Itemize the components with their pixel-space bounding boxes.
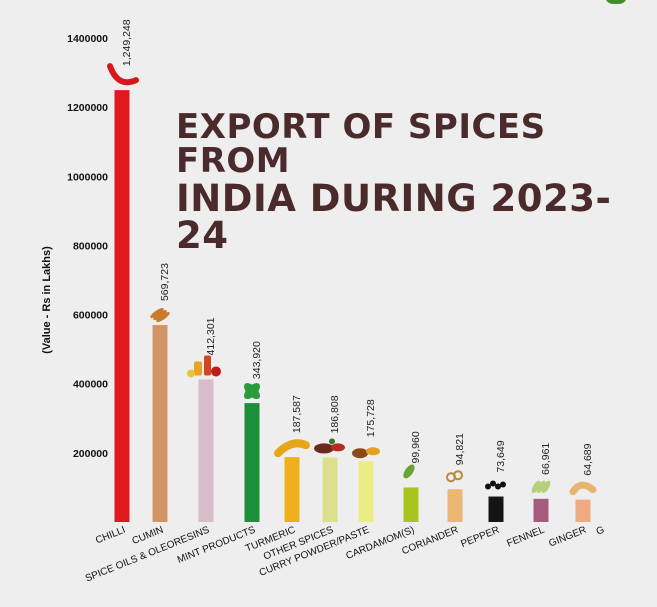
y-tick-label: 800000 [73, 240, 108, 252]
fennel-icon [531, 480, 551, 494]
value-label: 1,249,248 [121, 19, 133, 66]
category-label: GINGER [547, 525, 588, 550]
value-label: 66,961 [540, 443, 552, 475]
bar [284, 457, 300, 522]
value-labels: 1,249,248 569,723 412,301 343,920 187,587 186… [121, 19, 594, 475]
other-spices-icon [314, 438, 345, 454]
value-label: 175,728 [365, 399, 377, 437]
spice-oils-icon [187, 355, 221, 378]
bar [244, 403, 260, 522]
chart-title-line-1: EXPORT OF SPICES FROM [176, 107, 546, 181]
cumin-seed [153, 310, 167, 321]
value-label: 343,920 [251, 341, 263, 379]
curry-powder-icon [352, 447, 380, 459]
turmeric-root [274, 439, 310, 458]
mint-icon [244, 383, 260, 400]
y-tick-label: 1400000 [67, 33, 108, 45]
mint-leaf [244, 383, 260, 400]
chart-title: EXPORT OF SPICES FROM INDIA DURING 2023-… [176, 110, 657, 254]
category-label: PEPPER [459, 525, 501, 550]
bar [533, 498, 549, 522]
pepper-corn [490, 480, 496, 487]
value-label: 412,301 [205, 317, 217, 355]
y-tick-label: 400000 [73, 379, 108, 391]
value-label: 187,587 [291, 395, 303, 433]
turmeric-icon [274, 439, 310, 458]
y-tick-label: 1000000 [67, 171, 108, 183]
ginger-icon [569, 481, 597, 496]
chart-title-line-2: INDIA DURING 2023-24 [176, 177, 612, 257]
pepper-corn [485, 483, 491, 490]
bar [322, 457, 338, 522]
oil-bottle [194, 361, 202, 376]
powder-bowl [366, 447, 380, 456]
y-axis: 200000 400000 600000 800000 1000000 1200000 14… [67, 33, 108, 460]
cumin-icon [150, 308, 170, 323]
y-tick-label: 1200000 [67, 102, 108, 114]
bars [114, 90, 591, 522]
bar [152, 325, 168, 522]
bar [358, 461, 374, 522]
pepper-corn [500, 481, 506, 488]
oil-spice [211, 366, 221, 377]
category-label: G [595, 525, 607, 538]
spice-pile [331, 443, 345, 452]
cardamom-pod [403, 464, 415, 479]
value-label: 64,689 [582, 443, 594, 475]
category-label: CHILLI [94, 525, 127, 547]
oil-spice [187, 369, 195, 378]
value-label: 186,808 [329, 395, 341, 433]
value-label: 569,723 [159, 263, 171, 301]
spice-pile [329, 438, 335, 445]
pepper-corn [495, 483, 501, 490]
bar [198, 379, 214, 522]
fennel-seed [531, 480, 541, 494]
fennel-seed [541, 480, 551, 494]
value-label: 99,960 [410, 431, 422, 463]
coriander-seed [453, 470, 463, 481]
y-axis-label: (Value - Rs in Lakhs) [41, 246, 53, 354]
bar [575, 499, 591, 522]
chilli-body [107, 63, 139, 86]
category-label: FENNEL [505, 524, 546, 549]
oil-bottle [204, 355, 211, 376]
ginger-root [569, 481, 597, 496]
spice-icons [107, 63, 597, 496]
fennel-seed [536, 480, 546, 494]
bar [114, 90, 130, 522]
bar [447, 489, 463, 522]
value-label: 94,821 [454, 433, 466, 465]
cumin-seed [156, 312, 170, 323]
powder-bowl [352, 448, 368, 459]
coriander-icon [446, 470, 463, 483]
value-label: 73,649 [495, 440, 507, 472]
bar [488, 496, 504, 522]
cardamom-icon [403, 464, 415, 479]
cumin-seed [150, 308, 164, 319]
y-tick-label: 600000 [73, 310, 108, 322]
y-tick-label: 200000 [73, 448, 108, 460]
chilli-icon [107, 63, 139, 86]
leaf-decoration-icon [605, 0, 627, 4]
bar [403, 487, 419, 522]
pepper-icon [485, 480, 506, 490]
spice-pile [314, 443, 334, 454]
